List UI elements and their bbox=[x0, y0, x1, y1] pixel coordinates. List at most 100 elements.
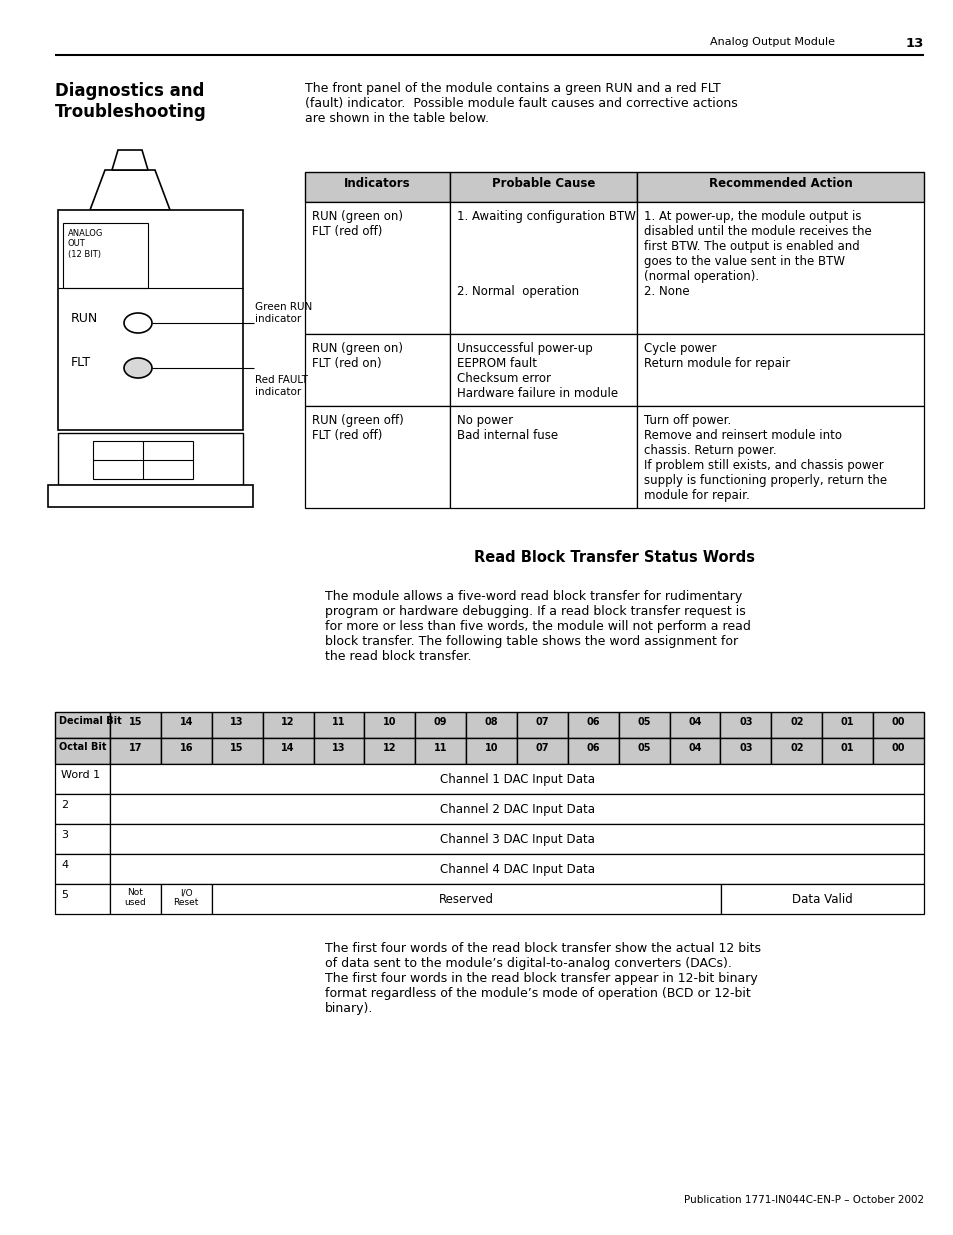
Bar bbox=[872, 713, 923, 739]
Bar bbox=[637, 333, 923, 406]
Bar bbox=[567, 739, 618, 764]
Bar bbox=[262, 739, 314, 764]
Bar bbox=[110, 853, 923, 884]
Text: 11: 11 bbox=[332, 718, 345, 727]
Text: Cycle power
Return module for repair: Cycle power Return module for repair bbox=[643, 342, 789, 370]
Text: Channel 3 DAC Input Data: Channel 3 DAC Input Data bbox=[439, 832, 594, 846]
Bar bbox=[305, 406, 450, 508]
Text: RUN (green off)
FLT (red off): RUN (green off) FLT (red off) bbox=[312, 414, 403, 442]
Text: 15: 15 bbox=[129, 718, 142, 727]
Bar bbox=[466, 713, 517, 739]
Bar bbox=[450, 406, 637, 508]
Bar bbox=[637, 406, 923, 508]
Text: 00: 00 bbox=[891, 718, 904, 727]
Text: 07: 07 bbox=[536, 743, 549, 753]
Text: 03: 03 bbox=[739, 743, 752, 753]
Polygon shape bbox=[112, 149, 148, 170]
Text: 10: 10 bbox=[383, 718, 396, 727]
Bar bbox=[771, 739, 821, 764]
Text: Indicators: Indicators bbox=[344, 177, 411, 190]
Text: 13: 13 bbox=[904, 37, 923, 49]
Text: Publication 1771-IN044C-EN-P – October 2002: Publication 1771-IN044C-EN-P – October 2… bbox=[683, 1195, 923, 1205]
Bar bbox=[55, 853, 110, 884]
Text: Octal Bit: Octal Bit bbox=[59, 742, 107, 752]
Text: Not
used: Not used bbox=[125, 888, 146, 908]
Bar bbox=[450, 172, 637, 203]
Text: 13: 13 bbox=[231, 718, 244, 727]
Text: Reserved: Reserved bbox=[438, 893, 493, 905]
Bar bbox=[669, 739, 720, 764]
Bar bbox=[110, 884, 161, 914]
Bar bbox=[212, 739, 262, 764]
Bar bbox=[110, 713, 161, 739]
Text: 1. Awaiting configuration BTW




2. Normal  operation: 1. Awaiting configuration BTW 2. Normal … bbox=[456, 210, 636, 298]
Bar bbox=[58, 433, 243, 485]
Text: 01: 01 bbox=[840, 743, 854, 753]
Text: RUN (green on)
FLT (red on): RUN (green on) FLT (red on) bbox=[312, 342, 402, 370]
Bar bbox=[212, 713, 262, 739]
Text: 14: 14 bbox=[179, 718, 193, 727]
Text: Channel 4 DAC Input Data: Channel 4 DAC Input Data bbox=[439, 862, 594, 876]
Text: 08: 08 bbox=[484, 718, 497, 727]
Text: 13: 13 bbox=[332, 743, 345, 753]
Bar bbox=[92, 441, 193, 479]
Text: The first four words of the read block transfer show the actual 12 bits
of data : The first four words of the read block t… bbox=[325, 942, 760, 1015]
Text: RUN: RUN bbox=[71, 311, 98, 325]
Bar bbox=[305, 333, 450, 406]
Bar bbox=[55, 739, 110, 764]
Text: Unsuccessful power-up
EEPROM fault
Checksum error
Hardware failure in module: Unsuccessful power-up EEPROM fault Check… bbox=[456, 342, 618, 400]
Text: Recommended Action: Recommended Action bbox=[708, 177, 851, 190]
Text: 11: 11 bbox=[434, 743, 447, 753]
Bar bbox=[48, 485, 253, 508]
Text: Channel 1 DAC Input Data: Channel 1 DAC Input Data bbox=[439, 773, 594, 785]
Bar bbox=[55, 713, 110, 739]
Bar bbox=[637, 203, 923, 333]
Text: Channel 2 DAC Input Data: Channel 2 DAC Input Data bbox=[439, 803, 594, 815]
Text: Probable Cause: Probable Cause bbox=[492, 177, 595, 190]
Text: Green RUN
indicator: Green RUN indicator bbox=[254, 303, 312, 324]
Text: The module allows a five-word read block transfer for rudimentary
program or har: The module allows a five-word read block… bbox=[325, 590, 750, 663]
Text: 17: 17 bbox=[129, 743, 142, 753]
Bar bbox=[567, 713, 618, 739]
Text: FLT: FLT bbox=[71, 357, 91, 369]
Bar bbox=[110, 739, 161, 764]
Polygon shape bbox=[90, 170, 170, 210]
Text: 05: 05 bbox=[637, 743, 650, 753]
Text: 09: 09 bbox=[434, 718, 447, 727]
Text: 5: 5 bbox=[61, 890, 68, 900]
Bar bbox=[415, 713, 466, 739]
Text: 12: 12 bbox=[383, 743, 396, 753]
Text: Decimal Bit: Decimal Bit bbox=[59, 716, 122, 726]
Text: ANALOG
OUT
(12 BIT): ANALOG OUT (12 BIT) bbox=[68, 228, 103, 259]
Bar bbox=[55, 764, 110, 794]
Text: I/O
Reset: I/O Reset bbox=[173, 888, 199, 908]
Bar bbox=[821, 713, 872, 739]
Text: 4: 4 bbox=[61, 860, 68, 869]
Bar bbox=[110, 764, 923, 794]
Bar bbox=[314, 713, 364, 739]
Text: Data Valid: Data Valid bbox=[791, 893, 852, 905]
Text: 03: 03 bbox=[739, 718, 752, 727]
Bar bbox=[212, 884, 720, 914]
Text: 14: 14 bbox=[281, 743, 294, 753]
Bar bbox=[305, 203, 450, 333]
Text: No power
Bad internal fuse: No power Bad internal fuse bbox=[456, 414, 558, 442]
Bar bbox=[821, 739, 872, 764]
Text: Turn off power.
Remove and reinsert module into
chassis. Return power.
If proble: Turn off power. Remove and reinsert modu… bbox=[643, 414, 886, 501]
Bar bbox=[720, 884, 923, 914]
Bar bbox=[415, 739, 466, 764]
Text: 04: 04 bbox=[688, 718, 701, 727]
Bar bbox=[161, 739, 212, 764]
Text: 00: 00 bbox=[891, 743, 904, 753]
Text: Analog Output Module: Analog Output Module bbox=[709, 37, 834, 47]
Bar bbox=[314, 739, 364, 764]
Bar bbox=[618, 713, 669, 739]
Bar bbox=[669, 713, 720, 739]
Text: 06: 06 bbox=[586, 718, 599, 727]
Text: 02: 02 bbox=[789, 718, 802, 727]
Text: 01: 01 bbox=[840, 718, 854, 727]
Bar bbox=[720, 739, 771, 764]
Text: 1. At power-up, the module output is
disabled until the module receives the
firs: 1. At power-up, the module output is dis… bbox=[643, 210, 871, 298]
Bar bbox=[305, 172, 450, 203]
Text: RUN (green on)
FLT (red off): RUN (green on) FLT (red off) bbox=[312, 210, 402, 238]
